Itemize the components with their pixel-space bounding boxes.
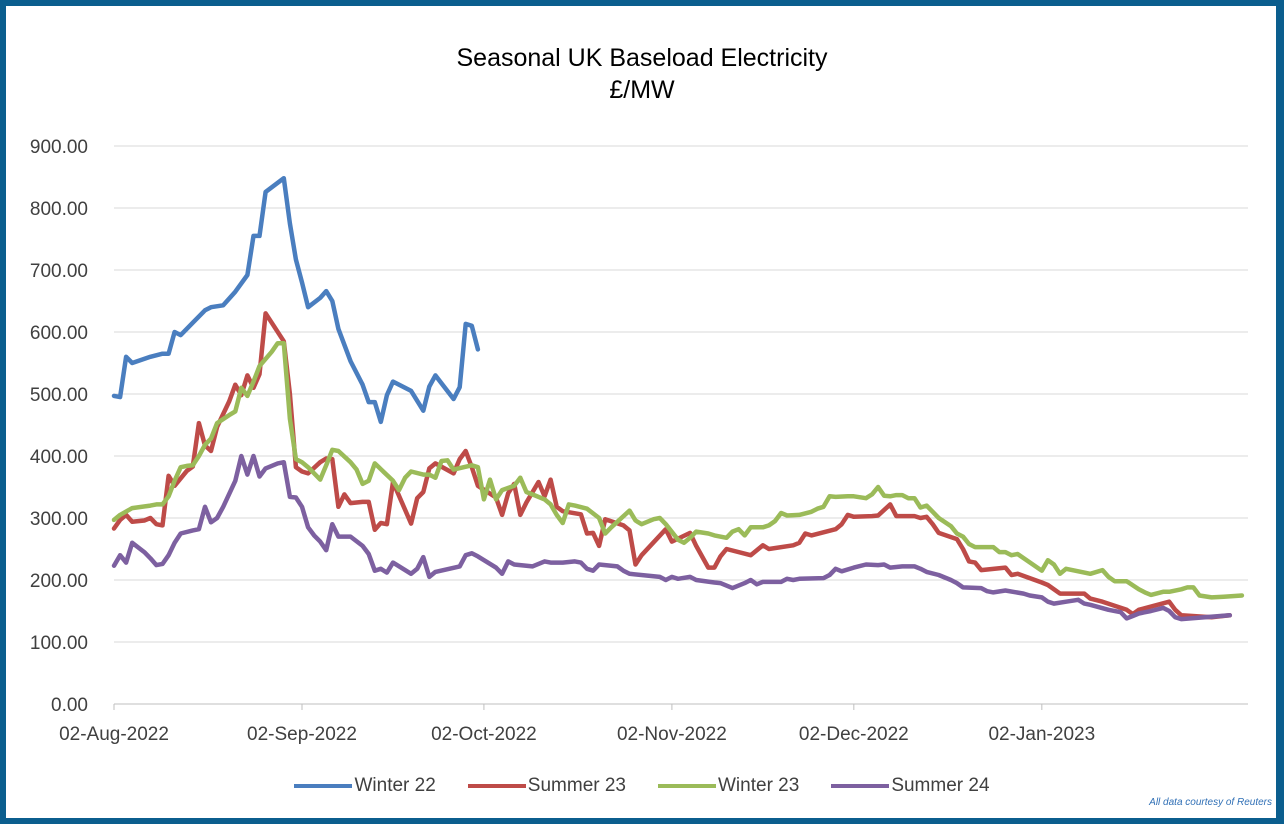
series-line-summer-23 [111, 311, 1233, 620]
chart-frame [6, 6, 1276, 818]
legend-swatch [467, 784, 526, 788]
y-tick-label: 0.00 [51, 695, 88, 716]
y-tick-label: 400.00 [30, 447, 88, 468]
legend-item: Winter 23 [658, 775, 799, 797]
y-tick-label: 700.00 [30, 261, 88, 282]
legend-swatch [658, 784, 716, 788]
y-tick-label: 300.00 [30, 509, 88, 530]
gridlines [114, 145, 1248, 705]
y-tick-label: 600.00 [30, 323, 88, 344]
x-tick-label: 02-Oct-2022 [431, 724, 537, 745]
series-line-winter-22 [111, 175, 481, 425]
legend-label: Summer 24 [891, 775, 990, 796]
legend-label: Winter 23 [718, 775, 800, 796]
y-tick-label: 900.00 [30, 137, 88, 158]
data-credit: All data courtesy of Reuters [1149, 797, 1272, 808]
x-tick-label: 02-Sep-2022 [247, 724, 357, 745]
x-axis: 02-Aug-2022 02-Sep-2022 02-Oct-2022 02-Nov-… [59, 704, 1095, 745]
legend-item: Winter 22 [294, 775, 436, 797]
legend-label: Winter 22 [354, 775, 436, 796]
y-tick-label: 200.00 [30, 571, 88, 592]
legend-label: Summer 23 [527, 775, 626, 796]
series-lines [111, 175, 1245, 622]
legend-swatch [831, 784, 890, 788]
chart-legend: Winter 22 Summer 23 Winter 23 Summer 24 [0, 771, 1284, 801]
y-tick-label: 800.00 [30, 199, 88, 220]
x-tick-label: 02-Dec-2022 [799, 724, 909, 745]
chart-subtitle: £/MW [609, 76, 675, 104]
y-tick-label: 100.00 [30, 633, 88, 654]
chart-title: Seasonal UK Baseload Electricity [456, 44, 828, 72]
series-line-winter-23 [111, 340, 1245, 600]
x-tick-label: 02-Nov-2022 [617, 724, 727, 745]
series-line-summer-24 [111, 453, 1233, 622]
y-tick-label: 500.00 [30, 385, 88, 406]
legend-item: Summer 23 [467, 775, 626, 797]
x-tick-label: 02-Jan-2023 [988, 724, 1095, 745]
legend-swatch [294, 784, 353, 788]
y-axis: 0.00 100.00 200.00 300.00 400.00 500.00 600.00… [30, 137, 88, 716]
x-tick-label: 02-Aug-2022 [59, 724, 169, 745]
legend-item: Summer 24 [831, 775, 990, 797]
